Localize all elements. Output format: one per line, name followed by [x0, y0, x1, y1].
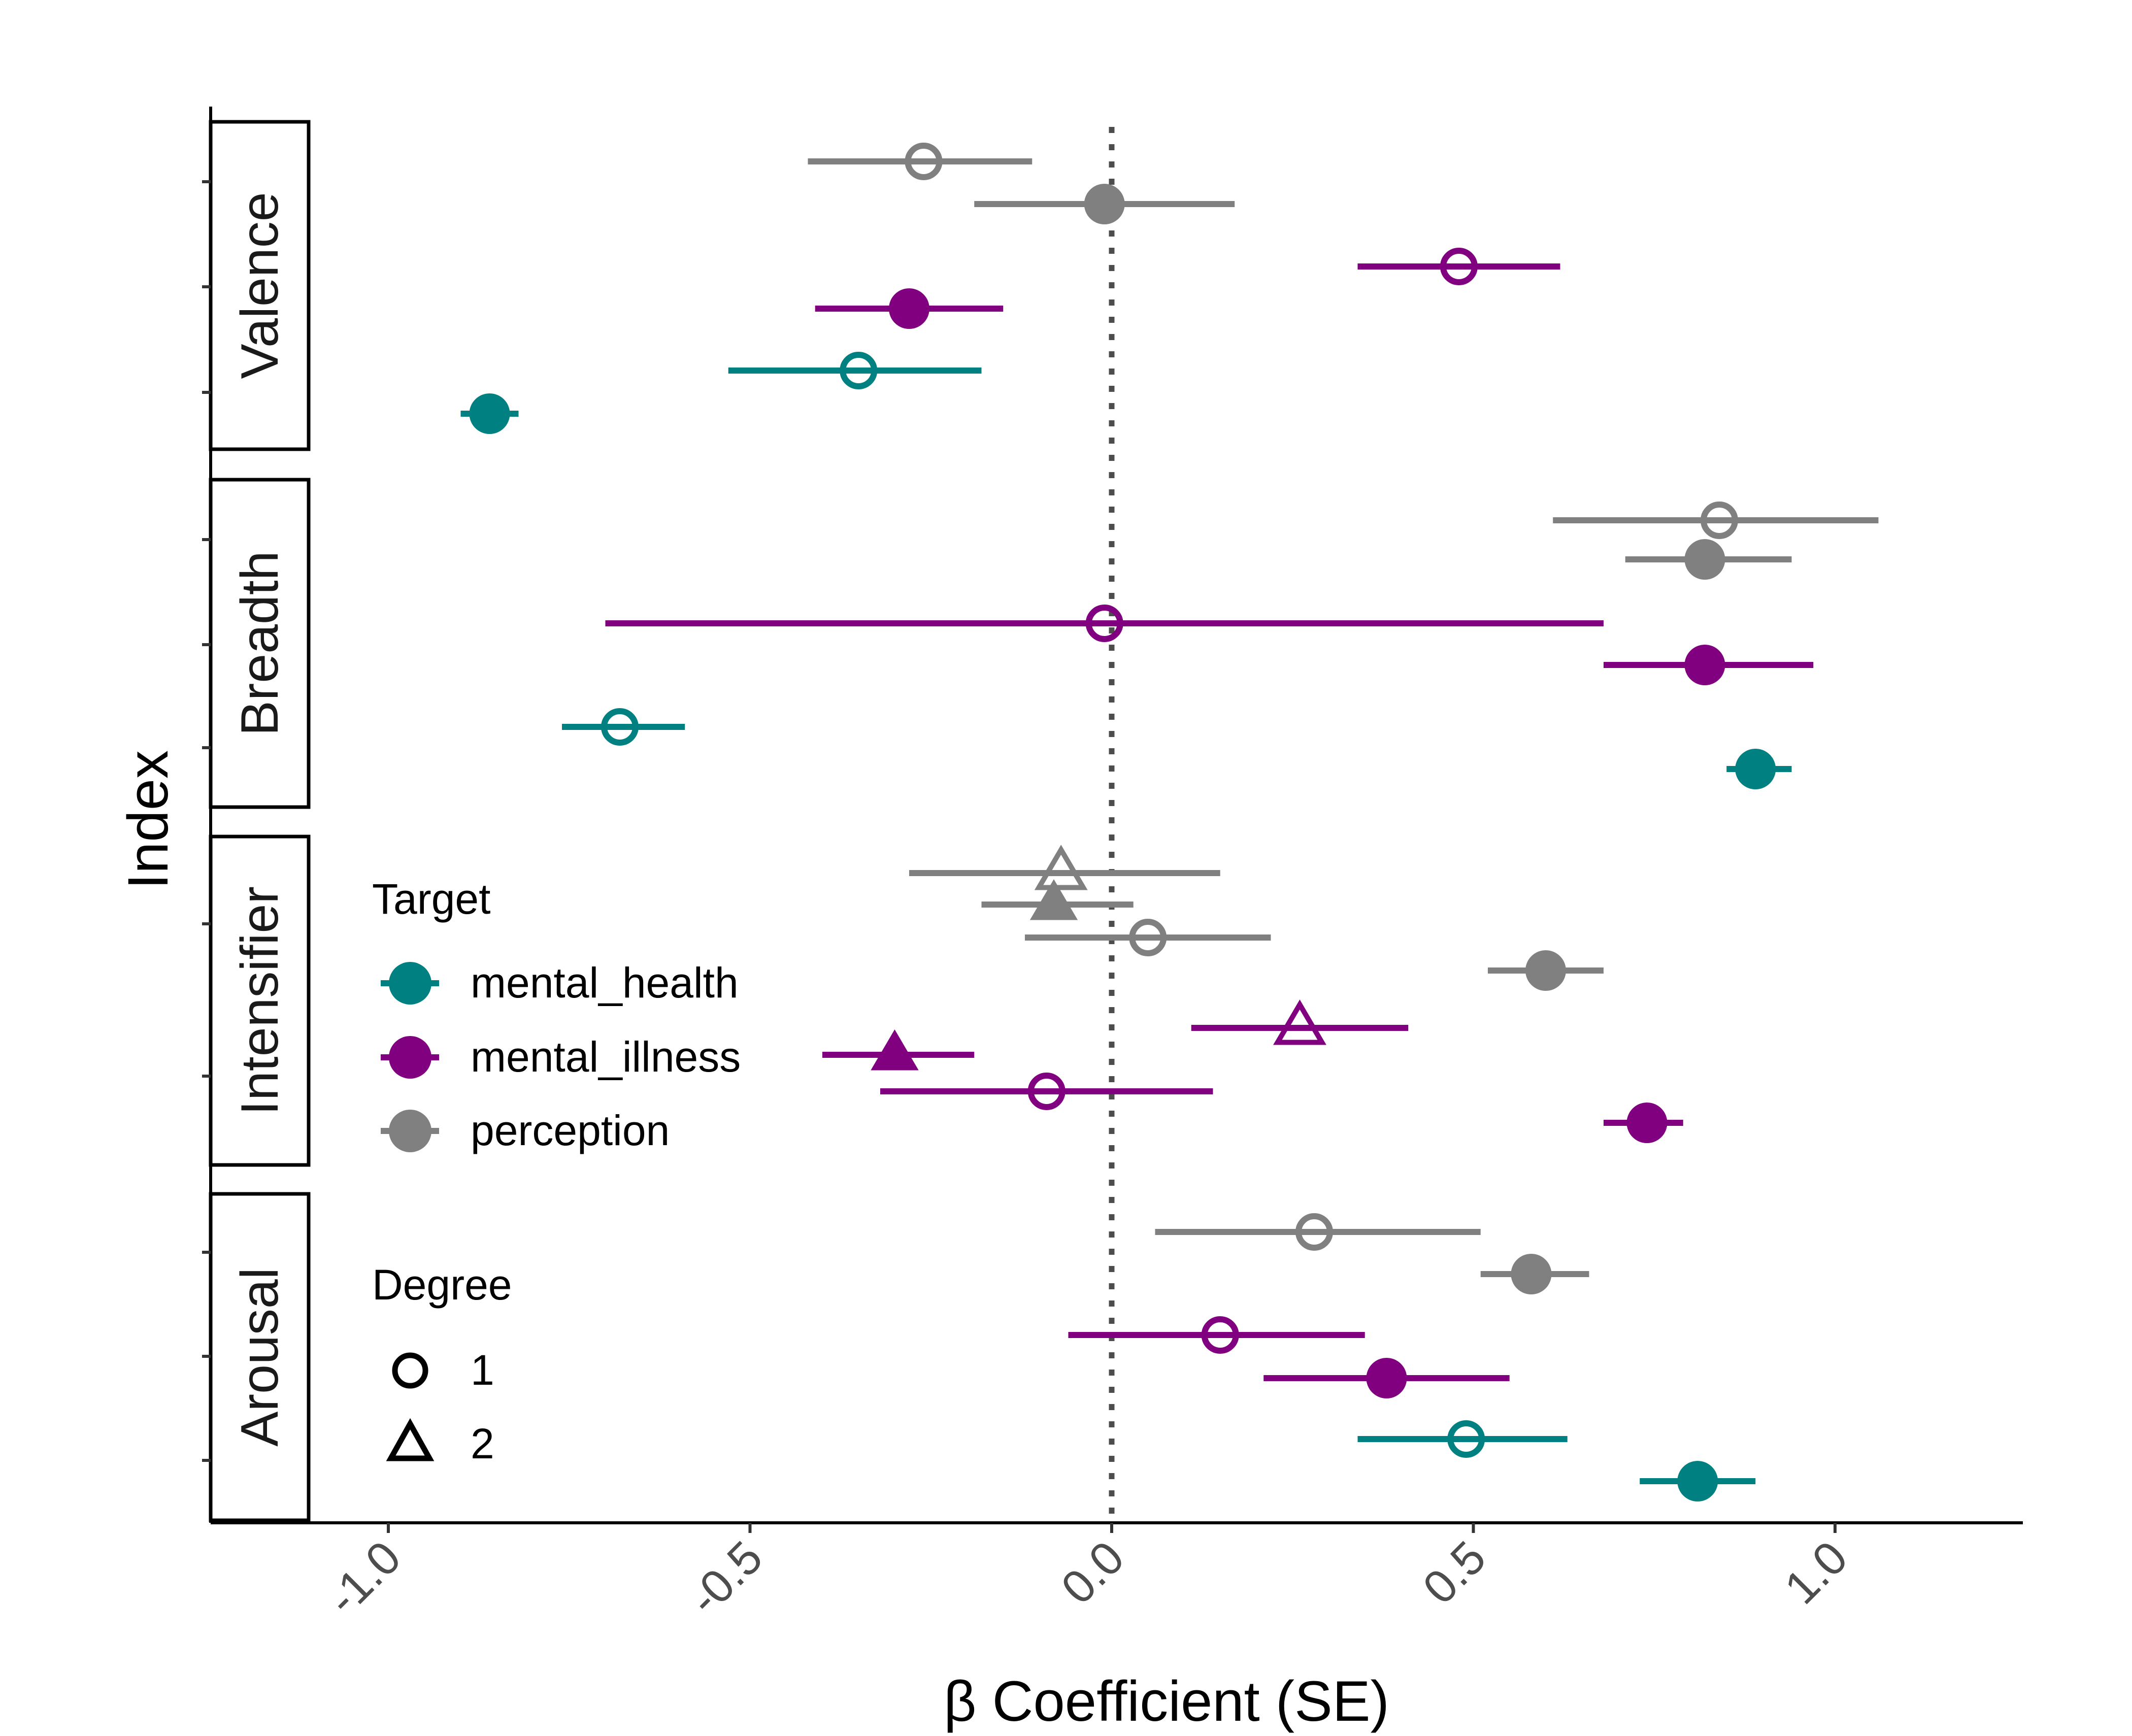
legend-entry-perception: perception: [381, 1107, 670, 1154]
legend-degree-title: Degree: [372, 1261, 512, 1309]
point-marker: [1511, 1254, 1552, 1294]
point-arousal-mental-illness: [1068, 1316, 1365, 1354]
legend-entry-mental-illness: mental_illness: [381, 1033, 741, 1081]
point-marker: [1085, 605, 1123, 642]
point-intensifier-perception: [909, 845, 1220, 890]
point-marker: [1440, 248, 1478, 285]
point-breadth-perception: [1625, 539, 1792, 580]
point-breadth-mental-health: [562, 708, 685, 746]
legend-key-circle: [392, 1352, 428, 1389]
point-marker: [1684, 539, 1725, 580]
point-marker: [601, 708, 639, 746]
legend: Target mental_health mental_illnesspercep…: [372, 875, 741, 1467]
point-valence-perception: [808, 143, 1032, 180]
legend-entry-degree-2: 2: [386, 1418, 494, 1467]
x-axis-title: β Coefficient (SE): [944, 1670, 1389, 1733]
legend-label: mental_health: [471, 959, 739, 1007]
point-marker: [1447, 1420, 1485, 1458]
facet-strip-arousal: [209, 1192, 311, 1522]
point-marker: [905, 143, 943, 180]
legend-label: perception: [471, 1107, 670, 1154]
point-arousal-perception: [1480, 1254, 1589, 1294]
point-marker: [1684, 645, 1725, 685]
point-valence-perception: [974, 184, 1235, 224]
data-points: [460, 143, 1879, 1501]
point-valence-mental-health: [728, 352, 982, 389]
legend-key-marker: [389, 962, 431, 1005]
legend-target-title: Target: [372, 875, 490, 923]
point-marker: [1029, 879, 1078, 920]
legend-key-marker: [389, 1036, 431, 1079]
point-intensifier-mental-illness: [822, 1029, 975, 1071]
legend-entry-degree-1: 1: [392, 1346, 494, 1394]
point-marker: [1084, 184, 1125, 224]
legend-degree-entries: 12: [386, 1346, 494, 1467]
point-marker: [1626, 1103, 1668, 1143]
point-intensifier-perception: [981, 879, 1134, 920]
point-marker: [889, 288, 929, 329]
point-arousal-mental-illness: [1263, 1358, 1510, 1398]
legend-entry-mental-health: mental_health: [381, 959, 739, 1007]
point-intensifier-perception: [1488, 950, 1604, 991]
point-marker: [469, 393, 510, 434]
point-marker: [1677, 1461, 1718, 1501]
point-arousal-mental-health: [1357, 1420, 1568, 1458]
facet-label-valence: Valence: [230, 192, 289, 379]
facet-strip-intensifier: [209, 834, 311, 1167]
point-marker: [1273, 999, 1326, 1045]
y-axis-title: Index: [116, 750, 180, 889]
facet-label-arousal: Arousal: [230, 1267, 289, 1447]
point-valence-mental-illness: [815, 288, 1004, 329]
point-arousal-perception: [1155, 1213, 1481, 1251]
point-marker: [1295, 1213, 1333, 1251]
point-marker: [1034, 845, 1088, 890]
legend-key-marker: [389, 1110, 431, 1152]
point-valence-mental-illness: [1357, 248, 1560, 285]
point-breadth-perception: [1553, 502, 1879, 539]
point-intensifier-mental-illness: [1604, 1103, 1683, 1143]
facet-label-breadth: Breadth: [230, 551, 289, 736]
facet-label-intensifier: Intensifier: [230, 886, 289, 1115]
point-intensifier-mental-illness: [1191, 999, 1409, 1045]
y-axis-ticks: [202, 180, 211, 1462]
legend-key-triangle: [386, 1418, 435, 1461]
point-marker: [1366, 1358, 1407, 1398]
point-marker: [1201, 1316, 1239, 1354]
legend-label: 1: [471, 1346, 494, 1394]
point-marker: [1525, 950, 1566, 991]
point-marker: [1735, 749, 1776, 789]
point-intensifier-mental-illness: [880, 1073, 1213, 1110]
point-marker: [1701, 502, 1738, 539]
point-marker: [1027, 1073, 1065, 1110]
point-marker: [840, 352, 878, 389]
point-intensifier-perception: [1025, 919, 1271, 956]
point-breadth-mental-health: [1726, 749, 1792, 789]
legend-label: mental_illness: [471, 1033, 741, 1081]
legend-target-entries: mental_health mental_illness perception: [381, 959, 741, 1154]
point-valence-mental-health: [460, 393, 519, 434]
point-marker: [1129, 919, 1167, 956]
legend-label: 2: [471, 1420, 494, 1467]
point-breadth-mental-illness: [605, 605, 1604, 642]
point-breadth-mental-illness: [1604, 645, 1814, 685]
point-marker: [871, 1029, 919, 1071]
point-arousal-mental-health: [1640, 1461, 1756, 1501]
